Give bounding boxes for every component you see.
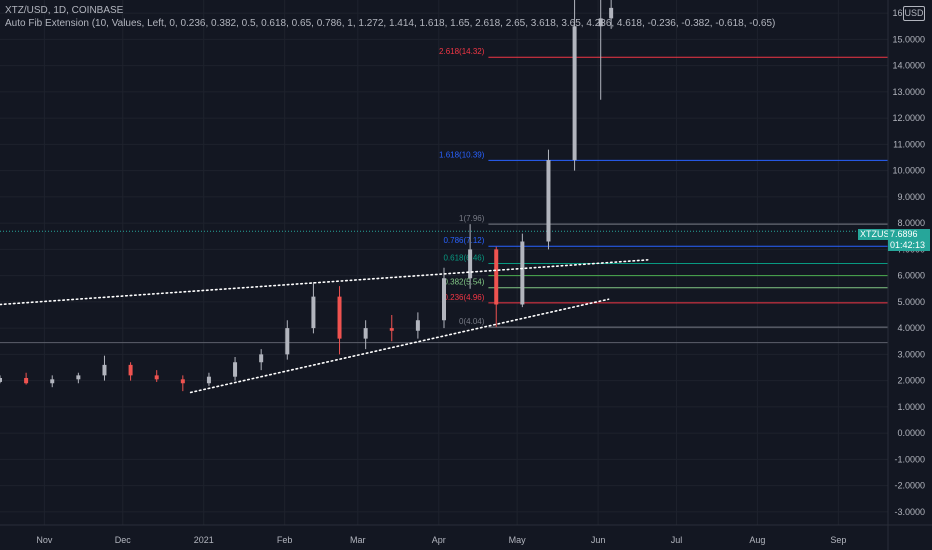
last-price-symbol: XTZUSD — [858, 229, 896, 240]
candle-body — [259, 354, 264, 363]
y-tick-label: 4.0000 — [897, 323, 925, 333]
candle-body — [0, 378, 2, 382]
y-tick-label: 12.0000 — [892, 113, 925, 123]
y-tick-label: -2.0000 — [894, 481, 925, 491]
candle-body — [337, 296, 342, 339]
y-tick-label: 15.0000 — [892, 34, 925, 44]
candle-body — [415, 320, 420, 331]
fib-level-label: 1.618(10.39) — [439, 150, 485, 159]
x-tick-label: Jul — [671, 535, 683, 545]
trendline — [0, 259, 649, 306]
x-tick-label: Dec — [115, 535, 132, 545]
candle-body — [389, 328, 394, 331]
y-tick-label: 6.0000 — [897, 271, 925, 281]
fib-level-label: 0.236(4.96) — [443, 293, 484, 302]
candle-body — [154, 375, 159, 380]
x-tick-label: May — [509, 535, 527, 545]
fib-levels: 2.618(14.32) 1.618(10.39) 1(7.96) 0.786(7.1… — [0, 47, 888, 344]
y-tick-label: 14.0000 — [892, 61, 925, 71]
y-tick-label: -1.0000 — [894, 454, 925, 464]
x-axis[interactable]: Nov Dec 2021 Feb Mar Apr May Jun Jul Aug Sep — [0, 524, 932, 545]
candle-body — [24, 378, 29, 384]
candle-body — [468, 249, 473, 279]
x-tick-label: Apr — [432, 535, 446, 545]
last-price-value: 7.6896 — [888, 229, 930, 240]
candle-body — [572, 26, 577, 161]
y-tick-label: 9.0000 — [897, 192, 925, 202]
candle-body — [102, 364, 107, 376]
candle-body — [128, 364, 133, 376]
y-tick-label: -3.0000 — [894, 507, 925, 517]
candle-body — [520, 241, 525, 305]
y-axis[interactable]: 16.000015.000014.000013.000012.000011.00… — [887, 0, 925, 550]
y-tick-label: 3.0000 — [897, 349, 925, 359]
fib-level-label: 0.786(7.12) — [443, 236, 484, 245]
x-tick-label: Mar — [350, 535, 366, 545]
x-tick-label: Jun — [591, 535, 606, 545]
y-tick-label: 1.0000 — [897, 402, 925, 412]
candle-body — [609, 7, 614, 19]
trendlines — [0, 259, 649, 394]
candle-body — [598, 18, 603, 27]
symbol-title[interactable]: XTZ/USD, 1D, COINBASE — [5, 5, 124, 16]
candle-body — [546, 160, 551, 242]
candle-body — [233, 362, 238, 377]
trendline — [189, 298, 610, 394]
bar-countdown-timer: 01:42:13 — [888, 240, 930, 251]
y-tick-label: 13.0000 — [892, 87, 925, 97]
y-tick-label: 0.0000 — [897, 428, 925, 438]
x-tick-label: Feb — [277, 535, 293, 545]
y-tick-label: 8.0000 — [897, 218, 925, 228]
candle-body — [442, 278, 446, 321]
candle-body — [363, 328, 368, 339]
x-tick-label: Aug — [749, 535, 765, 545]
indicator-legend[interactable]: Auto Fib Extension (10, Values, Left, 0,… — [5, 18, 776, 29]
candles — [0, 0, 614, 392]
y-tick-label: 5.0000 — [897, 297, 925, 307]
candle-body — [311, 296, 316, 329]
currency-badge[interactable]: USD — [903, 6, 925, 21]
candle-body — [180, 379, 185, 384]
candle-body — [206, 376, 211, 384]
x-tick-label: Nov — [36, 535, 53, 545]
candle-body — [50, 379, 55, 384]
x-tick-label: Sep — [830, 535, 846, 545]
candle-body — [76, 375, 81, 380]
y-tick-label: 2.0000 — [897, 376, 925, 386]
y-tick-label: 10.0000 — [892, 166, 925, 176]
candle-body — [494, 249, 499, 305]
fib-level-label: 1(7.96) — [459, 214, 485, 223]
y-tick-label: 11.0000 — [893, 139, 925, 149]
fib-level-label: 0.618(6.46) — [443, 254, 484, 263]
candle-body — [285, 328, 290, 355]
fib-level-label: 0(4.04) — [459, 317, 485, 326]
x-tick-label: 2021 — [194, 535, 214, 545]
fib-level-label: 0.382(5.54) — [443, 278, 484, 287]
fib-level-label: 2.618(14.32) — [439, 47, 485, 56]
